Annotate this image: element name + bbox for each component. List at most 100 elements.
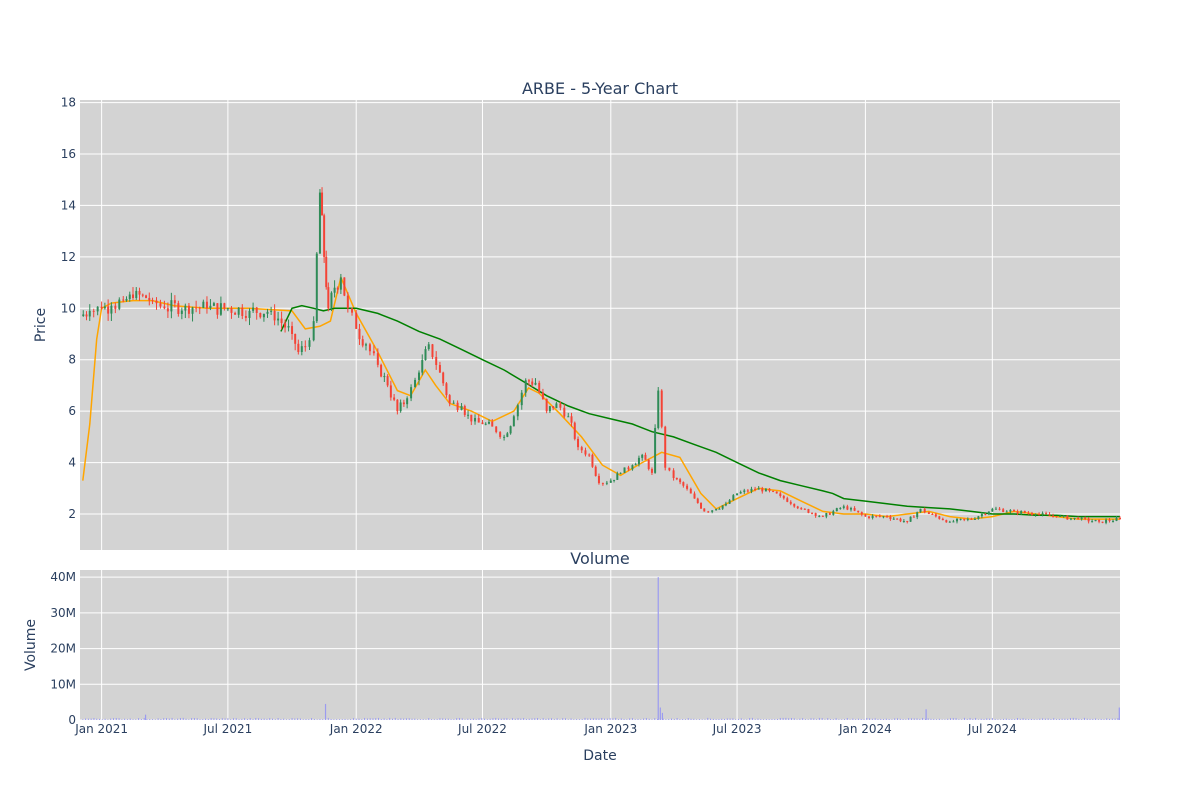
candle-body — [287, 326, 290, 328]
candle-body — [573, 422, 576, 439]
candle-body — [637, 457, 640, 465]
candle-body — [631, 465, 634, 470]
candle-body — [1119, 517, 1121, 520]
price-y-axis-label: Price — [33, 308, 49, 342]
candle-body — [380, 364, 383, 377]
candle-body — [857, 510, 860, 513]
candle-body — [994, 508, 997, 510]
candle-body — [803, 508, 806, 510]
candle-body — [339, 277, 342, 290]
candle-body — [1034, 514, 1037, 515]
candle-body — [757, 488, 760, 490]
volume-y-tick-label: 40M — [50, 570, 76, 584]
candle-body — [241, 307, 244, 316]
candle-body — [849, 508, 852, 510]
candle-body — [650, 469, 653, 473]
candle-body — [512, 416, 515, 427]
candle-body — [351, 308, 354, 313]
candle-body — [103, 306, 106, 309]
candle-body — [487, 421, 490, 424]
candle-body — [700, 502, 703, 509]
candle-body — [1098, 519, 1101, 522]
volume-bars — [82, 577, 1120, 720]
candle-body — [660, 390, 663, 427]
moving-average-line-2 — [280, 304, 1120, 518]
candle-body — [336, 287, 339, 290]
candle-body — [584, 450, 587, 455]
candle-body — [470, 414, 473, 422]
candle-body — [509, 426, 512, 434]
candle-body — [732, 495, 735, 501]
candle-body — [531, 381, 534, 385]
candle-body — [85, 314, 88, 317]
candle-body — [148, 297, 151, 301]
candle-body — [122, 299, 125, 301]
candle-body — [1030, 513, 1033, 515]
candle-body — [534, 382, 537, 385]
candle-body — [899, 518, 902, 522]
candle-body — [467, 414, 470, 416]
candle-body — [191, 307, 194, 314]
candle-body — [151, 300, 154, 302]
candle-body — [138, 290, 141, 295]
candle-body — [689, 488, 692, 494]
candle-body — [597, 475, 600, 484]
candle-body — [634, 464, 637, 466]
candle-body — [460, 406, 463, 410]
candle-body — [878, 515, 881, 517]
volume-panel: 0 10M 20M 30M 40M Volume — [23, 570, 1120, 727]
x-tick-label: Jan 2022 — [329, 722, 383, 736]
candle-body — [484, 423, 487, 425]
candle-body — [330, 292, 333, 309]
candle-body — [821, 515, 824, 517]
candle-body — [1094, 519, 1097, 522]
candle-body — [477, 418, 480, 423]
candle-body — [118, 299, 121, 309]
candle-body — [696, 498, 699, 503]
candle-body — [623, 467, 626, 473]
candle-body — [703, 508, 706, 512]
candle-body — [588, 454, 591, 456]
candle-body — [198, 307, 201, 309]
candle-body — [128, 294, 131, 299]
candle-body — [977, 516, 980, 519]
candle-body — [402, 402, 405, 405]
candle-body — [927, 512, 930, 514]
candle-body — [814, 513, 817, 516]
candle-body — [959, 518, 962, 520]
candle-body — [223, 303, 226, 309]
price-y-tick-label: 6 — [68, 404, 76, 418]
candle-body — [980, 513, 983, 517]
candle-body — [266, 311, 269, 314]
candle-body — [627, 467, 630, 470]
candle-body — [919, 508, 922, 513]
candle-body — [948, 521, 951, 523]
candle-body — [707, 511, 710, 513]
candle-body — [906, 520, 909, 522]
candle-body — [343, 277, 346, 296]
candle-body — [682, 482, 685, 486]
candle-body — [1084, 517, 1087, 519]
candle-body — [92, 310, 95, 312]
candle-body — [1048, 514, 1051, 516]
candle-body — [548, 406, 551, 412]
candle-body — [481, 422, 484, 424]
candle-body — [277, 318, 280, 321]
price-y-tick-label: 12 — [61, 250, 76, 264]
x-tick-label: Jul 2021 — [202, 722, 252, 736]
candle-body — [383, 376, 386, 378]
candle-body — [1020, 511, 1023, 514]
candle-body — [491, 421, 494, 427]
candle-body — [406, 398, 409, 405]
candle-body — [686, 485, 689, 489]
candle-body — [88, 310, 91, 317]
candle-body — [754, 488, 757, 490]
candle-body — [125, 298, 128, 301]
candle-body — [721, 505, 724, 509]
candle-body — [779, 493, 782, 496]
candle-body — [743, 490, 746, 492]
candle-body — [772, 490, 775, 492]
candle-body — [789, 501, 792, 504]
candle-body — [973, 518, 976, 520]
